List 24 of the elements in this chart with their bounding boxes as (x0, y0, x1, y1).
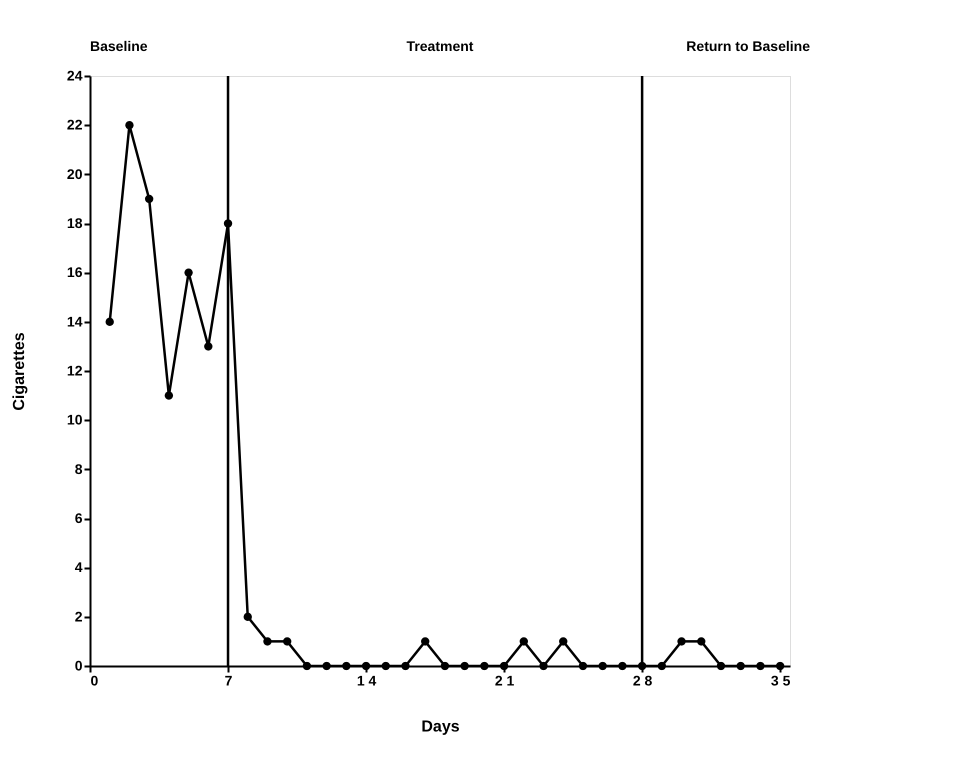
x-tick-label: 2 1 (494, 672, 515, 688)
text: Treatment (406, 38, 474, 54)
y-tick-label: 4 (74, 559, 83, 576)
y-tick-label: 8 (74, 460, 83, 477)
y-tick-label: 12 (66, 362, 83, 378)
y-axis-title: Cigarettes (10, 332, 28, 411)
text: Baseline (90, 38, 148, 54)
x-tick-label: 2 8 (632, 672, 653, 688)
x-tick-label: 3 5 (770, 672, 791, 688)
x-tick-label: 0 (90, 672, 98, 688)
y-tick-label: 16 (66, 264, 83, 280)
y-tick-label: 10 (66, 412, 83, 428)
x-axis-title: Days (421, 718, 460, 736)
y-tick-label: 22 (66, 116, 83, 133)
y-tick-label: 2 (74, 608, 83, 624)
y-tick-label: 6 (74, 510, 83, 526)
y-tick-label: 14 (66, 313, 83, 330)
y-tick-label: 18 (66, 215, 83, 231)
x-tick-label: 7 (224, 672, 233, 688)
y-tick-label: 0 (74, 658, 83, 674)
text: Return to Baseline (686, 38, 810, 54)
x-tick-label: 1 4 (356, 672, 376, 688)
y-tick-label: 24 (66, 68, 83, 84)
y-tick-label: 20 (66, 166, 83, 182)
